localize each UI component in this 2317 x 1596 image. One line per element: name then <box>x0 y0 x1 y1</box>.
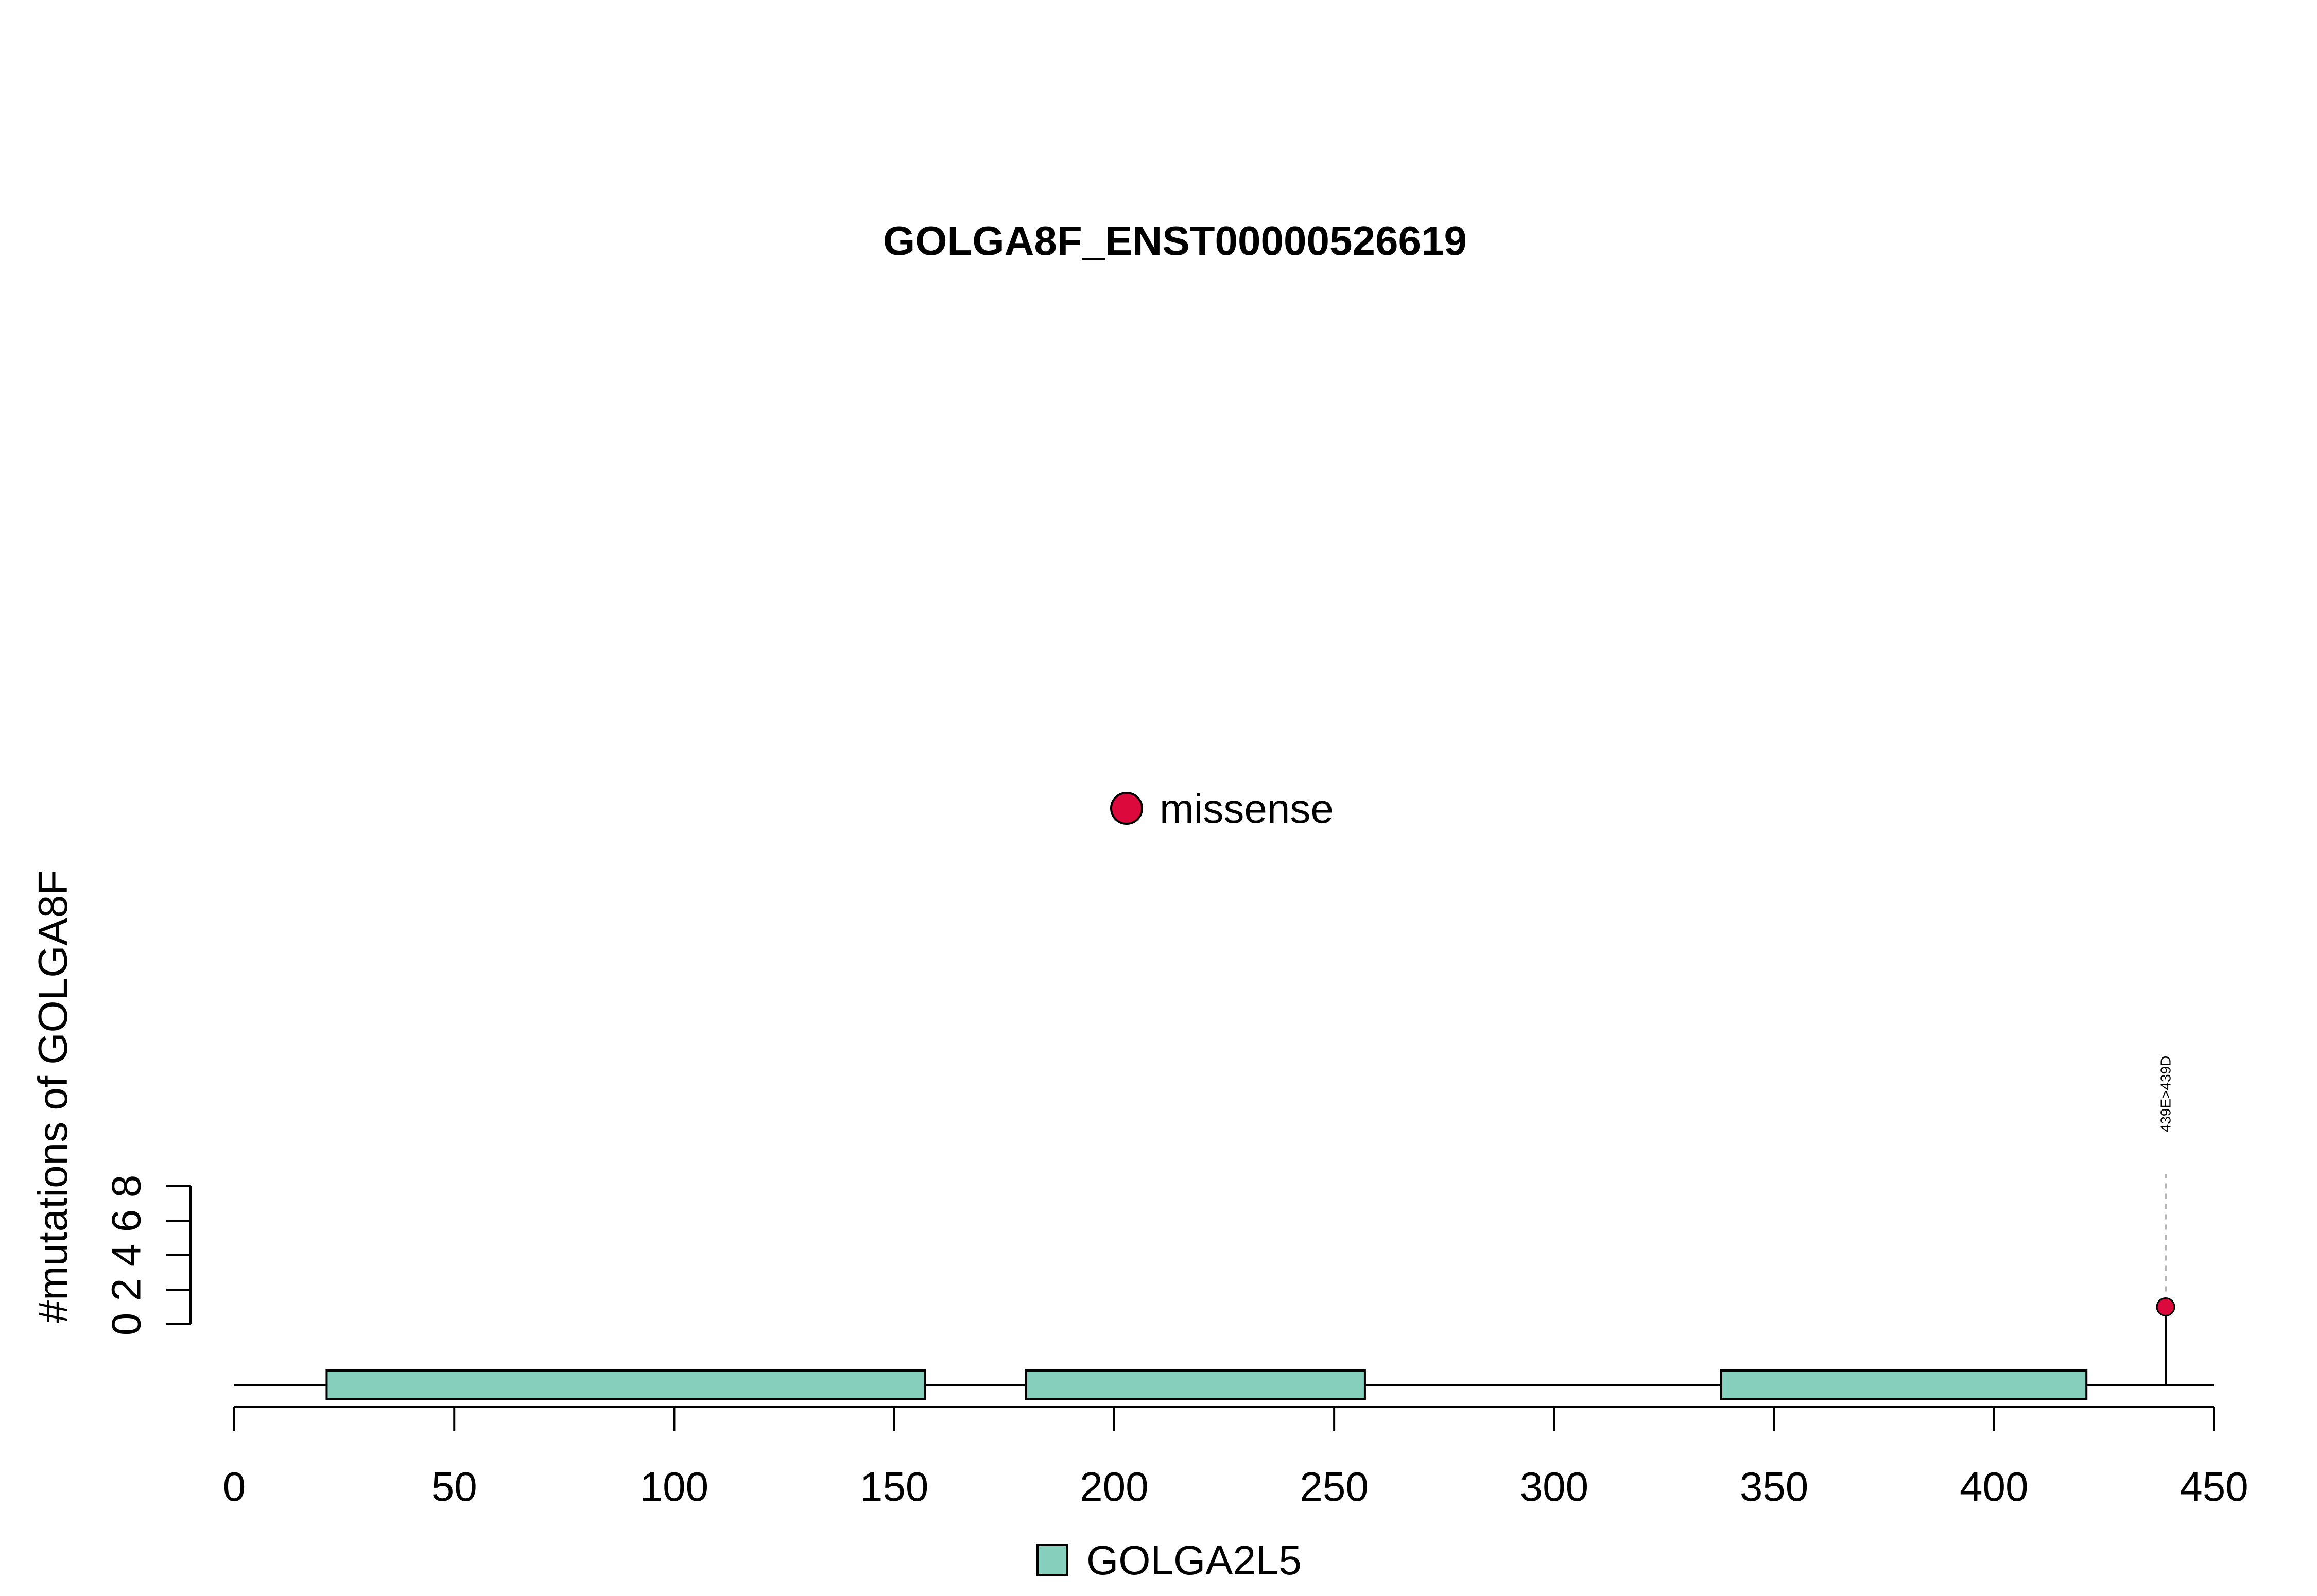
domain-box <box>325 1369 926 1400</box>
x-tick-label: 450 <box>2180 1464 2248 1510</box>
chart-title: GOLGA8F_ENST00000526619 <box>883 218 1467 264</box>
mutation-label: 439E>439D <box>2158 1056 2174 1133</box>
mutation-type-legend: missense <box>1110 786 1334 831</box>
x-tick-label: 150 <box>860 1464 928 1510</box>
domain-box <box>1025 1369 1366 1400</box>
mutation-point <box>2156 1297 2175 1316</box>
legend-marker <box>1110 792 1143 825</box>
y-tick-label: 8 <box>103 1175 149 1198</box>
x-tick-label: 0 <box>223 1464 246 1510</box>
y-axis-label: #mutations of GOLGA8F <box>30 870 76 1323</box>
x-tick-label: 200 <box>1080 1464 1148 1510</box>
domains-layer <box>325 1369 2088 1400</box>
y-tick-label: 2 <box>103 1278 149 1302</box>
x-tick-label: 350 <box>1740 1464 1808 1510</box>
x-tick-label: 250 <box>1300 1464 1368 1510</box>
x-tick-label: 300 <box>1520 1464 1588 1510</box>
y-tick-label: 0 <box>103 1313 149 1336</box>
y-tick-label: 6 <box>103 1209 149 1233</box>
x-axis: 0 50 100 150 200 250 300 350 400 450 <box>223 1406 2249 1510</box>
legend-label: GOLGA2L5 <box>1086 1537 1302 1583</box>
y-tick-label: 4 <box>103 1244 149 1267</box>
x-tick-label: 400 <box>1960 1464 2028 1510</box>
x-tick-label: 100 <box>640 1464 708 1510</box>
domain-legend: GOLGA2L5 <box>1036 1537 1302 1583</box>
x-tick-label: 50 <box>431 1464 477 1510</box>
y-axis: 0 2 4 6 8 <box>103 1175 192 1336</box>
domain-box <box>1720 1369 2088 1400</box>
mutations-layer: 439E>439D <box>2156 1056 2175 1385</box>
legend-label: missense <box>1160 786 1334 831</box>
legend-swatch <box>1036 1544 1068 1576</box>
